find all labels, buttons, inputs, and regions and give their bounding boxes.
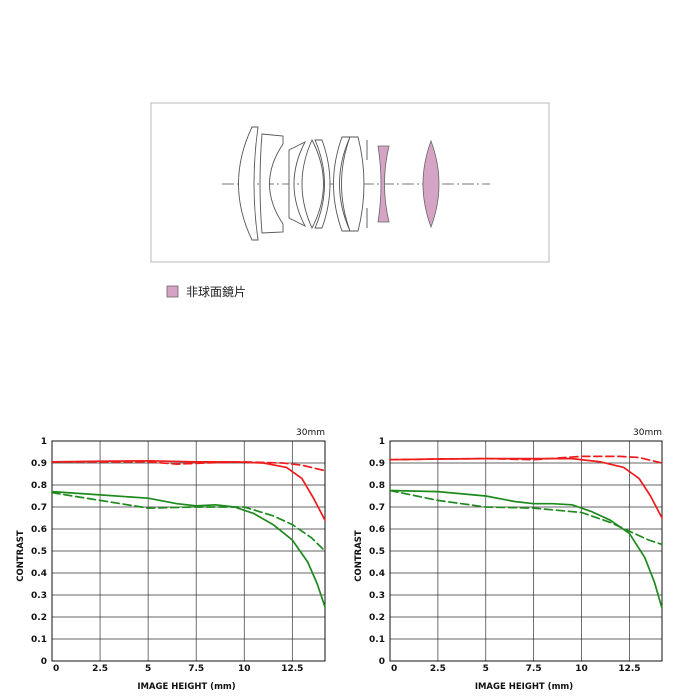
mtf-chart-1: 00.10.20.30.40.50.60.70.80.910 2.5 5 7.5 10 1… xyxy=(16,428,326,692)
x-tick-label: 10 xyxy=(238,664,251,674)
series-red-dashed xyxy=(51,461,326,472)
y-tick-label: 0.8 xyxy=(369,481,385,491)
y-tick-label: 0.7 xyxy=(31,503,47,513)
y-tick-label: 0.3 xyxy=(31,591,47,601)
aspherical-element-2 xyxy=(422,139,440,229)
series-green-solid xyxy=(389,489,663,610)
x-tick-label: 2.5 xyxy=(430,664,446,674)
y-tick-label: 0.6 xyxy=(369,525,385,535)
lens-element-1 xyxy=(238,126,259,241)
x-tick-label: 0 xyxy=(53,664,59,674)
y-axis-title: CONTRAST xyxy=(16,530,26,582)
y-tick-label: 1 xyxy=(379,437,385,447)
plot-frame xyxy=(389,440,663,662)
x-tick-label: 12.5 xyxy=(281,664,303,674)
y-axis-title: CONTRAST xyxy=(354,530,364,582)
x-axis-title: IMAGE HEIGHT (mm) xyxy=(475,682,573,692)
lens-element-3 xyxy=(288,140,307,228)
y-tick-label: 0.6 xyxy=(31,525,47,535)
mtf-chart-2: 00.10.20.30.40.50.60.70.80.910 2.5 5 7.5 10 1… xyxy=(354,428,663,692)
y-tick-label: 0.2 xyxy=(31,613,47,623)
y-tick-label: 0.9 xyxy=(369,459,385,469)
x-tick-label: 10 xyxy=(575,664,588,674)
x-tick-label: 7.5 xyxy=(526,664,542,674)
y-tick-label: 0.9 xyxy=(31,459,47,469)
lens-element-4 xyxy=(301,138,324,230)
mtf-charts: 00.10.20.30.40.50.60.70.80.910 2.5 5 7.5 10 1… xyxy=(16,428,663,692)
focal-length-label: 30mm xyxy=(633,428,662,438)
series-red-solid xyxy=(389,457,663,519)
y-tick-label: 0.7 xyxy=(369,503,385,513)
x-tick-label: 2.5 xyxy=(92,664,108,674)
legend-swatch xyxy=(166,285,179,298)
legend-label: 非球面鏡片 xyxy=(186,284,246,299)
x-tick-label: 12.5 xyxy=(618,664,640,674)
aspherical-elements xyxy=(377,139,440,229)
series-green-dashed xyxy=(51,491,326,552)
x-tick-label: 5 xyxy=(145,664,151,674)
lens-element-7 xyxy=(341,136,365,232)
y-tick-label: 0.5 xyxy=(31,547,47,557)
y-tick-label: 0.3 xyxy=(369,591,385,601)
y-tick-label: 0 xyxy=(41,657,47,667)
x-tick-label: 7.5 xyxy=(188,664,204,674)
y-tick-label: 0.2 xyxy=(369,613,385,623)
y-tick-label: 0.4 xyxy=(31,569,47,579)
legend: 非球面鏡片 xyxy=(166,284,246,299)
series-red-solid xyxy=(51,459,326,522)
aspherical-element-1 xyxy=(377,145,390,223)
y-tick-label: 1 xyxy=(41,437,47,447)
x-tick-label: 0 xyxy=(391,664,397,674)
lens-element-5 xyxy=(314,139,331,229)
series-red-dashed xyxy=(389,455,663,464)
y-tick-label: 0.5 xyxy=(369,547,385,557)
x-axis-title: IMAGE HEIGHT (mm) xyxy=(137,682,235,692)
y-tick-label: 0 xyxy=(379,657,385,667)
lens-diagram xyxy=(150,102,550,263)
y-tick-label: 0.1 xyxy=(31,635,47,645)
series-green-solid xyxy=(51,490,326,608)
x-tick-label: 5 xyxy=(483,664,489,674)
lens-elements xyxy=(238,126,368,241)
y-tick-label: 0.4 xyxy=(369,569,385,579)
y-tick-label: 0.1 xyxy=(369,635,385,645)
series-green-dashed xyxy=(389,489,663,546)
lens-element-2 xyxy=(259,133,284,234)
focal-length-label: 30mm xyxy=(296,428,325,438)
y-tick-label: 0.8 xyxy=(31,481,47,491)
plot-frame xyxy=(51,440,326,662)
